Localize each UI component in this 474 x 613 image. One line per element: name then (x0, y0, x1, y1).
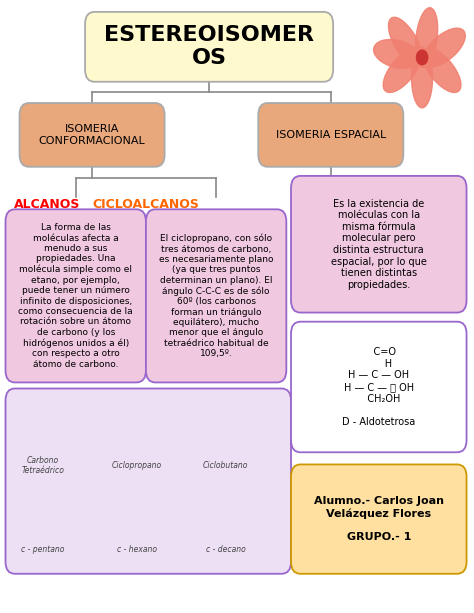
Text: El ciclopropano, con sólo
tres átomos de carbono,
es necesariamente plano
(ya qu: El ciclopropano, con sólo tres átomos de… (159, 234, 273, 358)
Circle shape (417, 50, 428, 65)
Text: C=O
      H
H — C — OH
H — C — ⓞ OH
   CH₂OH

D - Aldotetrosa: C=O H H — C — OH H — C — ⓞ OH CH₂OH D - … (342, 347, 415, 427)
FancyBboxPatch shape (258, 103, 403, 167)
Ellipse shape (389, 17, 423, 67)
Ellipse shape (423, 48, 461, 93)
Text: ESTEREOISOMER
OS: ESTEREOISOMER OS (104, 25, 314, 69)
Text: ISOMERIA
CONFORMACIONAL: ISOMERIA CONFORMACIONAL (39, 124, 146, 146)
Text: Ciclopropano: Ciclopropano (111, 461, 162, 470)
Text: La forma de las
moléculas afecta a
menudo a sus
propiedades. Una
molécula simple: La forma de las moléculas afecta a menud… (18, 223, 133, 368)
Text: Alumno.- Carlos Joan
Velázquez Flores

GRUPO.- 1: Alumno.- Carlos Joan Velázquez Flores GR… (314, 497, 444, 542)
Ellipse shape (411, 47, 433, 108)
Text: CICLOALCANOS: CICLOALCANOS (92, 198, 200, 211)
Text: Ciclobutano: Ciclobutano (203, 461, 248, 470)
Text: Es la existencia de
moléculas con la
misma fórmula
molecular pero
distinta estru: Es la existencia de moléculas con la mis… (331, 199, 427, 290)
Ellipse shape (374, 39, 420, 69)
Text: c - hexano: c - hexano (117, 545, 156, 554)
Text: c - pentano: c - pentano (21, 545, 64, 554)
FancyBboxPatch shape (19, 103, 164, 167)
FancyBboxPatch shape (291, 322, 466, 452)
FancyBboxPatch shape (146, 209, 286, 383)
Ellipse shape (423, 28, 465, 67)
FancyBboxPatch shape (291, 465, 466, 574)
FancyBboxPatch shape (6, 209, 146, 383)
FancyBboxPatch shape (85, 12, 333, 82)
Text: ISOMERIA ESPACIAL: ISOMERIA ESPACIAL (276, 130, 386, 140)
Ellipse shape (383, 48, 421, 93)
Text: ALCANOS: ALCANOS (14, 198, 81, 211)
FancyBboxPatch shape (6, 389, 291, 574)
FancyBboxPatch shape (291, 176, 466, 313)
Ellipse shape (415, 8, 438, 67)
Text: Carbono
Tetraédrico: Carbono Tetraédrico (21, 456, 64, 475)
Text: c - decano: c - decano (206, 545, 246, 554)
